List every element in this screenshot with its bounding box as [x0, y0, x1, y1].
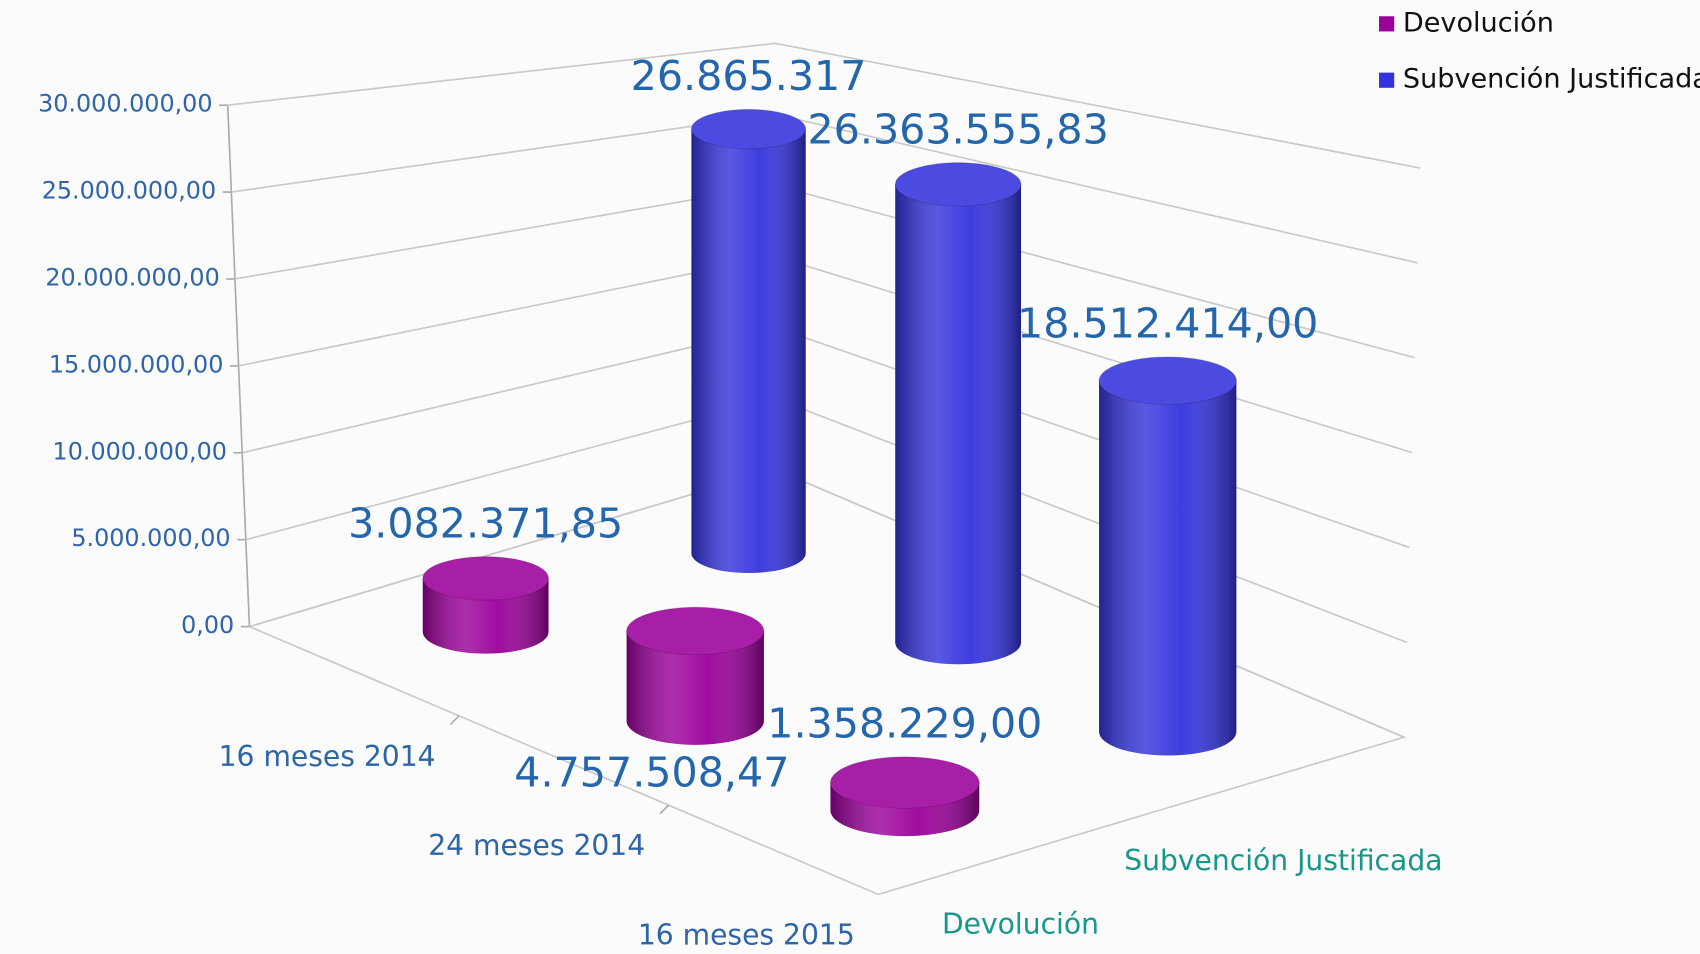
- depth-label: Devolución: [942, 908, 1099, 941]
- x-tick: [449, 715, 460, 726]
- cylinder-top-light: [895, 162, 1022, 207]
- cylinder-shade: [422, 578, 549, 654]
- cylinder-top-light: [1099, 356, 1237, 405]
- legend-swatch: [1379, 72, 1395, 88]
- cylinder-top-light: [626, 607, 764, 655]
- y-tick-label: 10.000.000,00: [53, 437, 227, 465]
- bars: [422, 108, 1237, 837]
- value-label: 3.082.371,85: [348, 499, 623, 547]
- cylinder: [422, 556, 550, 654]
- y-tick-label: 15.000.000,00: [49, 350, 223, 378]
- y-tick-label: 20.000.000,00: [45, 263, 219, 291]
- y-tick-label: 5.000.000,00: [71, 524, 230, 552]
- x-tick-label: 16 meses 2015: [638, 918, 855, 951]
- x-tick-label: 16 meses 2014: [219, 740, 436, 773]
- legend-label: Subvención Justificada: [1403, 64, 1700, 95]
- y-tick-label: 25.000.000,00: [42, 177, 216, 205]
- value-label: 26.865.317: [631, 52, 867, 100]
- labels: 26.865.317 3.082.371,85 26.363.555,83 4.757…: [348, 52, 1318, 796]
- y-tick-label: 30.000.000,00: [38, 90, 212, 118]
- depth-label: Subvención Justificada: [1124, 844, 1442, 877]
- cylinder: [829, 756, 980, 837]
- legend: Devolución Subvención Justificada: [1379, 7, 1700, 95]
- cylinder-top: [626, 606, 765, 656]
- cylinder-top: [1098, 356, 1237, 405]
- cylinder-shade: [691, 129, 806, 574]
- value-label: 26.363.555,83: [807, 105, 1108, 153]
- cylinder-top: [829, 756, 980, 809]
- cylinder: [626, 606, 765, 745]
- cylinder-shade: [626, 630, 764, 745]
- cylinder-top-light: [830, 756, 980, 809]
- cylinder-top: [894, 162, 1022, 207]
- cylinder-top-light: [691, 109, 806, 149]
- value-label: 18.512.414,00: [1017, 300, 1318, 348]
- cylinder-shade: [895, 184, 1022, 665]
- cylinder-shade: [1099, 380, 1237, 756]
- value-label: 1.358.229,00: [767, 700, 1042, 748]
- cylinder-top-light: [422, 556, 549, 601]
- cylinder: [894, 162, 1022, 665]
- cylinder-top: [690, 108, 807, 150]
- cylinder: [690, 108, 807, 574]
- x-tick-label: 24 meses 2014: [428, 829, 645, 862]
- value-label: 4.757.508,47: [514, 748, 789, 796]
- x-tick: [659, 804, 670, 815]
- cylinder-top: [422, 556, 550, 601]
- legend-swatch: [1379, 16, 1395, 32]
- y-tick-label: 0,00: [181, 611, 234, 639]
- cylinder: [1098, 356, 1237, 756]
- legend-label: Devolución: [1403, 7, 1554, 38]
- grid-line: [227, 42, 1421, 169]
